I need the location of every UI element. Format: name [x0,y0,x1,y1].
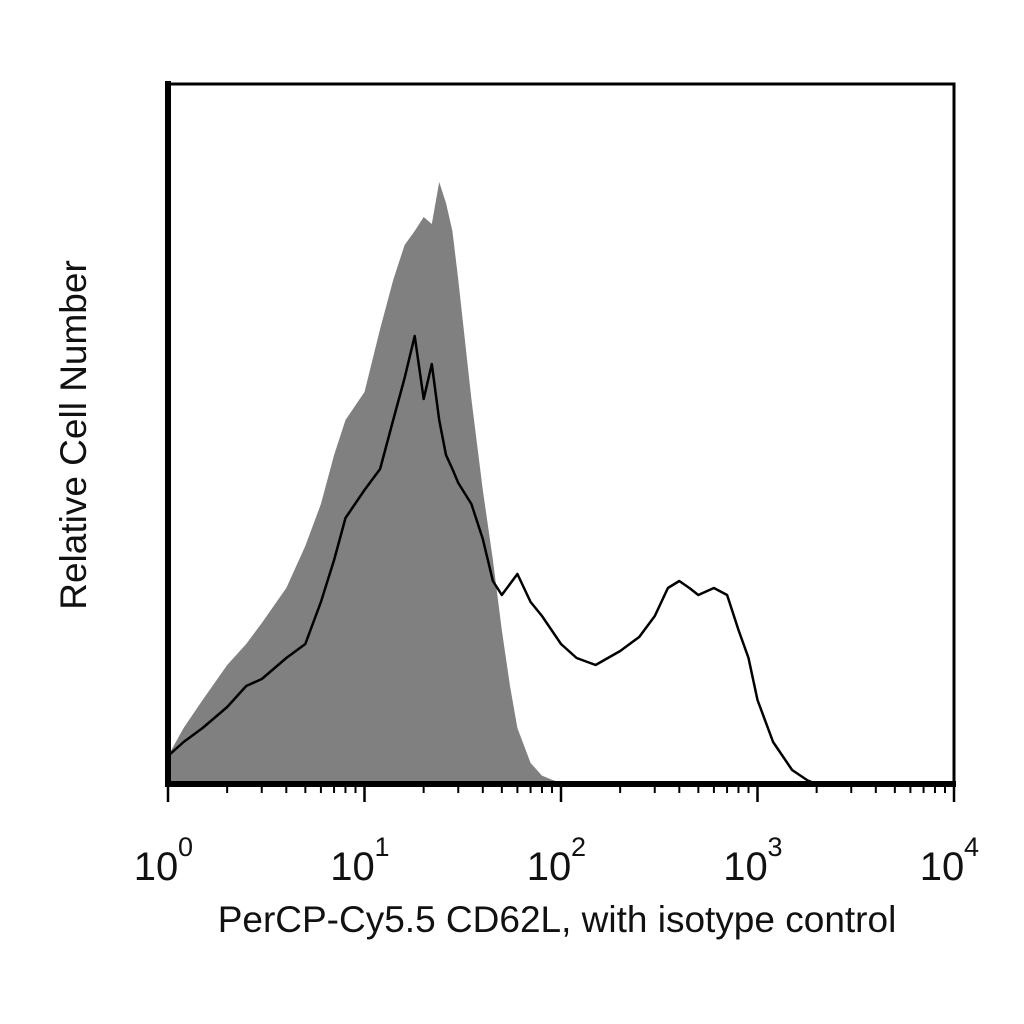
x-tick-exponent: 4 [964,832,979,862]
x-tick-label: 10 [134,845,179,889]
x-tick-label: 10 [723,845,768,889]
x-tick-label: 10 [920,845,965,889]
x-tick-exponent: 0 [178,832,193,862]
x-tick-layer: 10 0 10 1 10 2 10 3 10 4 [134,784,979,889]
stained-histogram-line [167,334,818,786]
x-axis-title: PerCP-Cy5.5 CD62L, with isotype control [218,899,897,940]
x-tick-exponent: 2 [571,832,586,862]
x-tick-exponent: 3 [768,832,783,862]
y-axis-title: Relative Cell Number [53,260,94,610]
series-layer [167,182,818,786]
x-tick-exponent: 1 [375,832,390,862]
x-tick-label: 10 [527,845,572,889]
x-tick-label: 10 [330,845,375,889]
